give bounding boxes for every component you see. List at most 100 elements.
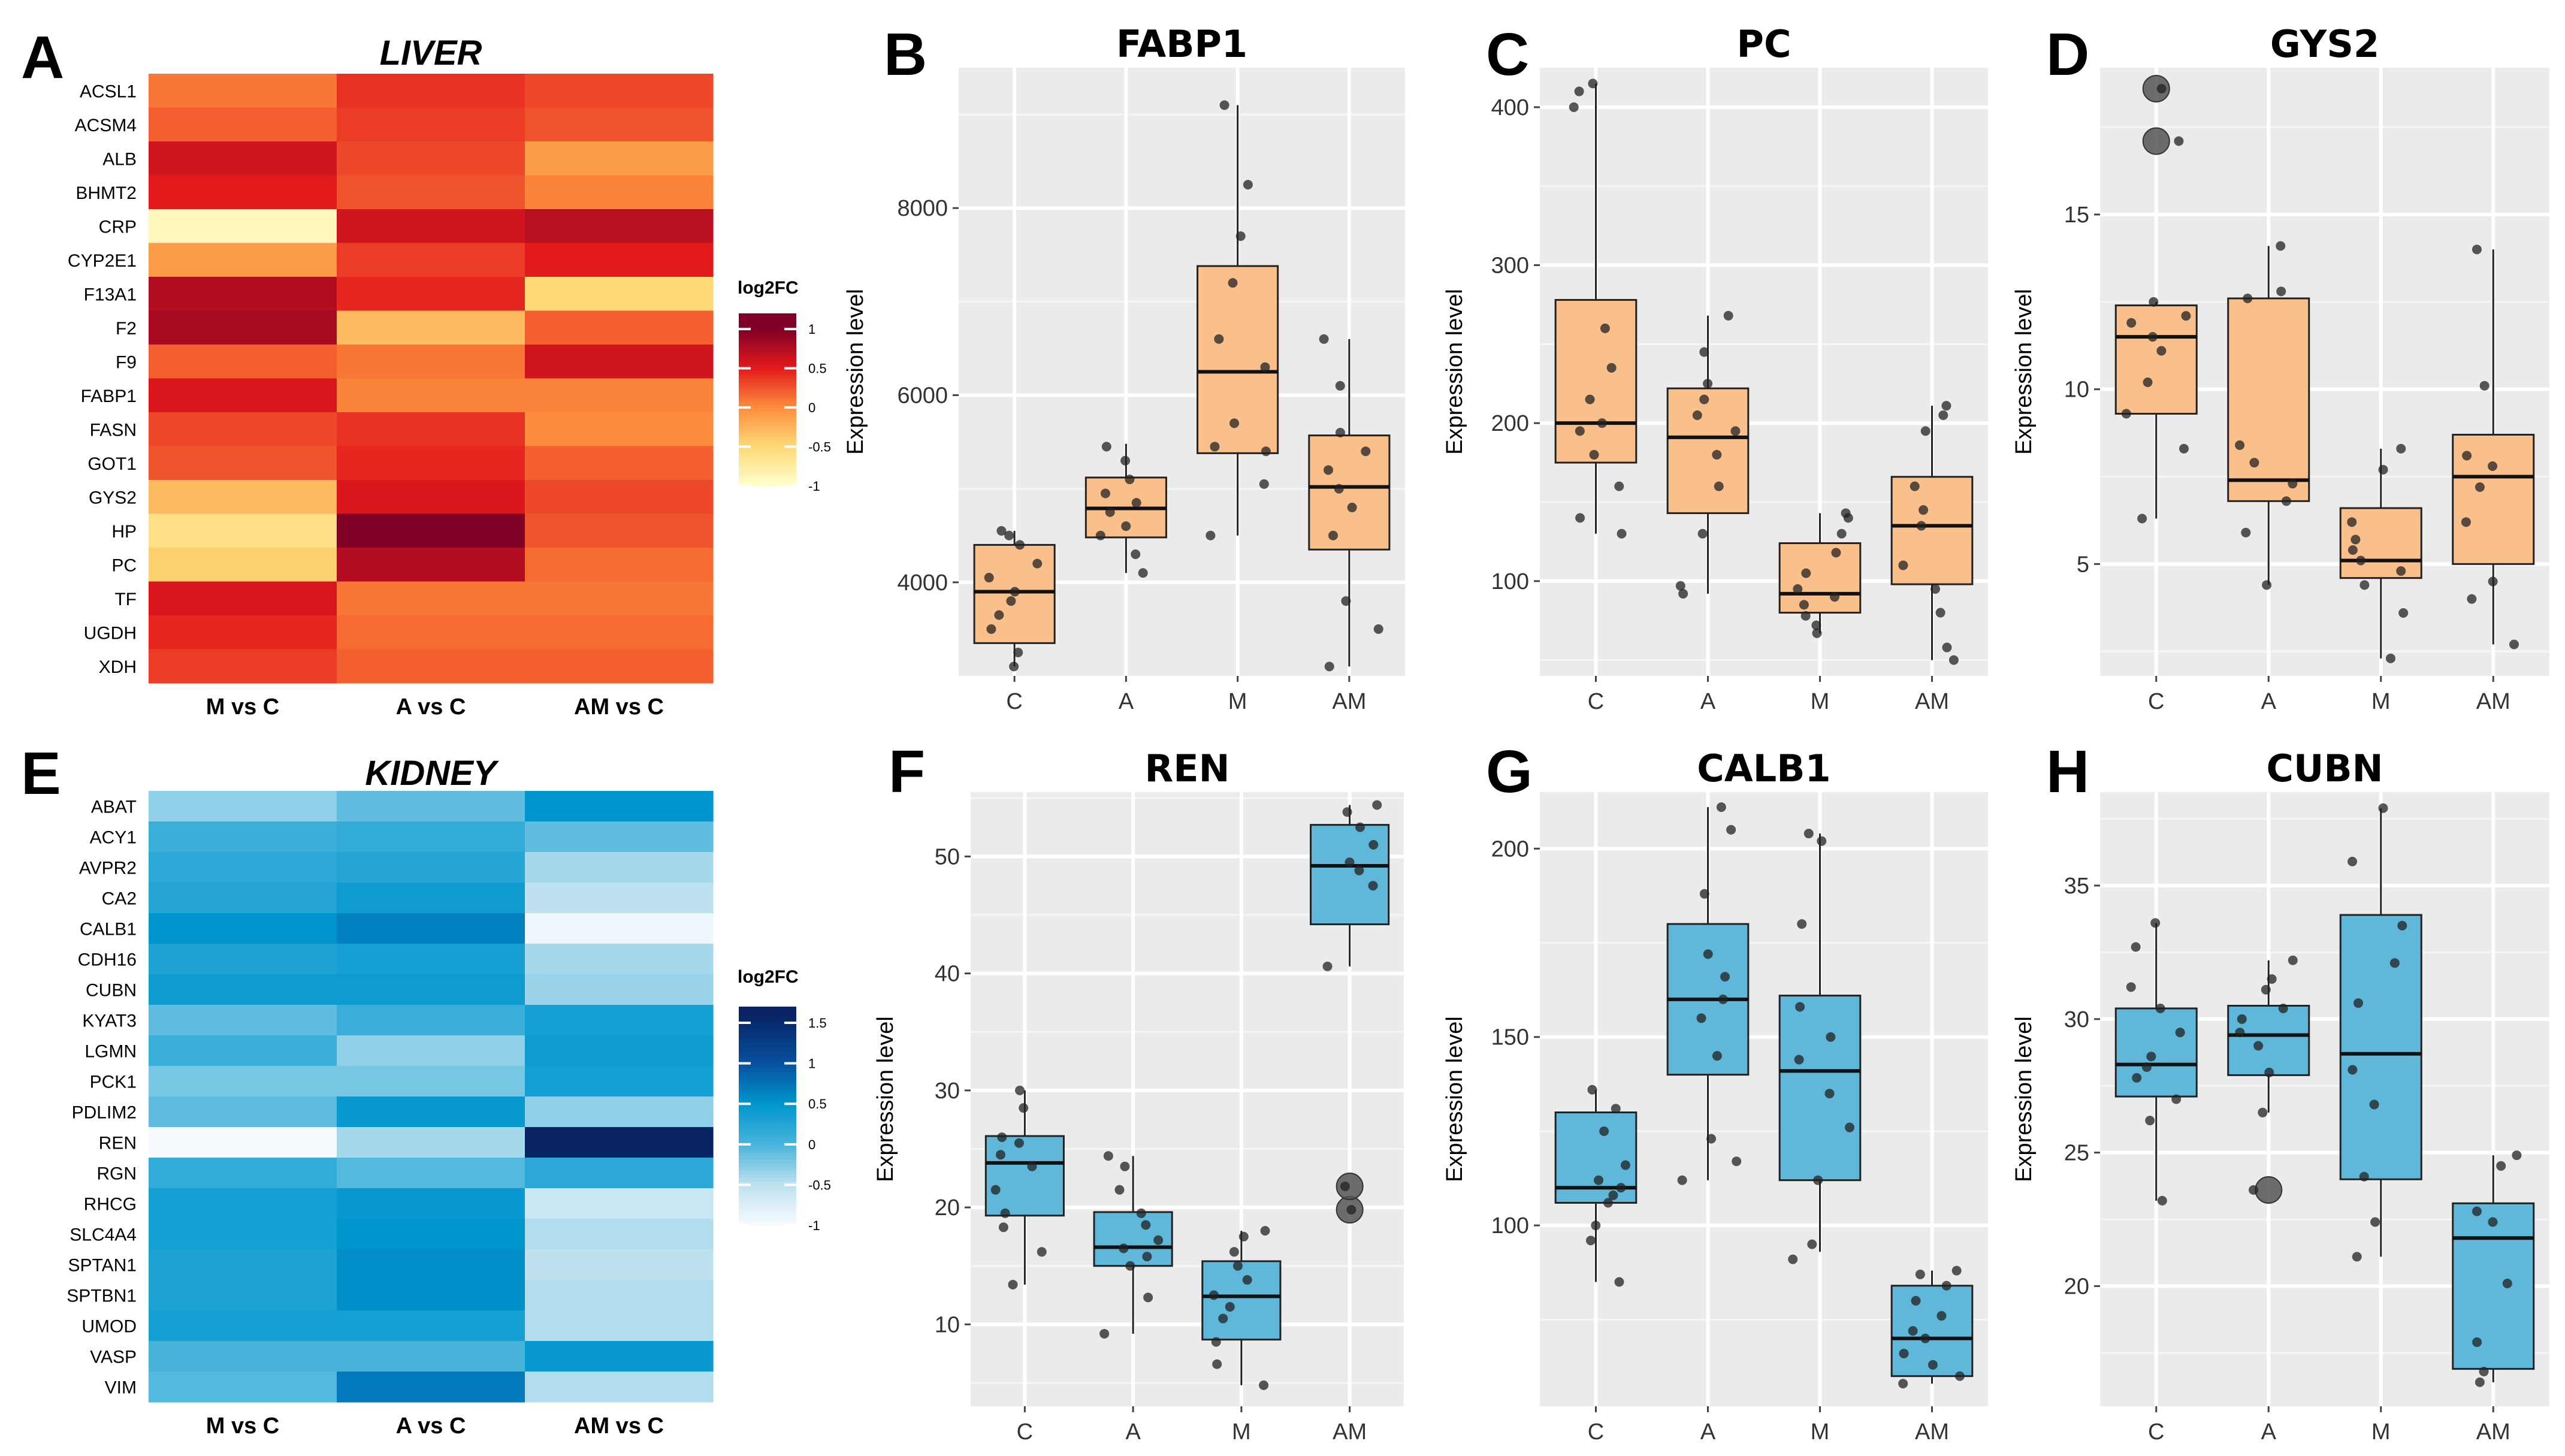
y-tick-label: 400 [1491, 95, 1529, 120]
legend-gradient-step [739, 376, 796, 380]
data-point [1575, 426, 1585, 436]
x-tick-label: M [2371, 689, 2391, 714]
data-point [2235, 440, 2245, 450]
row-label: LGMN [84, 1042, 137, 1062]
data-point [2237, 1014, 2247, 1024]
data-point [1328, 530, 1338, 540]
legend-gradient-step [739, 342, 796, 346]
data-point [1242, 1275, 1252, 1285]
data-point [997, 1132, 1007, 1142]
heatmap-cell [525, 1188, 714, 1219]
x-tick-label: A [2261, 1419, 2277, 1445]
heatmap-cell [337, 974, 525, 1005]
legend-gradient-step [739, 388, 796, 392]
data-point [1142, 1252, 1152, 1262]
box [1308, 434, 1391, 551]
data-point [1603, 1198, 1613, 1208]
data-point [1703, 949, 1713, 959]
data-point [2347, 517, 2357, 527]
legend-gradient-step [739, 408, 796, 412]
column-label: M vs C [206, 1413, 279, 1439]
heatmap-cell [525, 852, 714, 883]
legend-tick-label: -1 [808, 1218, 820, 1233]
data-point [2353, 998, 2364, 1008]
data-point [1594, 1175, 1604, 1185]
data-point [1585, 394, 1595, 404]
data-point [2121, 409, 2131, 419]
data-point [1706, 1134, 1717, 1144]
legend-gradient-step [739, 1105, 796, 1110]
legend-gradient-step [739, 483, 796, 487]
data-point [1120, 1161, 1130, 1171]
heatmap-cell [525, 649, 714, 684]
legend-gradient-step [739, 1025, 796, 1029]
heatmap-cell [337, 175, 525, 210]
heatmap-cell [149, 243, 337, 277]
y-tick-label: 8000 [897, 196, 948, 221]
data-point [1119, 1243, 1129, 1253]
heatmap-cell [525, 1219, 714, 1250]
data-point [2281, 496, 2291, 506]
data-point [2267, 974, 2277, 984]
data-point [1801, 568, 1811, 578]
heatmap-cell [525, 446, 714, 481]
legend-gradient-step [739, 1112, 796, 1117]
data-point [2137, 513, 2147, 524]
plot-title: CALB1 [1697, 747, 1830, 790]
heatmap-cell [337, 581, 525, 616]
legend-gradient-step [739, 434, 796, 438]
data-point [1617, 528, 1627, 539]
legend-gradient-step [739, 469, 796, 472]
data-point [1372, 800, 1382, 810]
data-point [2397, 920, 2407, 931]
data-point [2396, 443, 2406, 454]
legend-tick-label: 0.5 [808, 361, 827, 376]
data-point [1919, 505, 1929, 515]
y-tick-label: 35 [2064, 874, 2089, 899]
x-tick-label: M [1232, 1419, 1251, 1445]
data-point [1105, 507, 1115, 517]
x-tick-label: A [1700, 1419, 1716, 1445]
legend-gradient-step [739, 431, 796, 435]
legend-gradient-step [739, 313, 796, 317]
data-point [1797, 919, 1807, 929]
heatmap-cell [525, 310, 714, 345]
legend-gradient-step [739, 336, 796, 340]
row-label: UMOD [81, 1317, 137, 1337]
data-point [1354, 865, 1364, 875]
data-point [1238, 1231, 1249, 1241]
data-point [1368, 881, 1378, 891]
data-point [1677, 1175, 1687, 1185]
data-point [984, 573, 994, 583]
x-tick-label: M [1811, 1419, 1830, 1445]
data-point [1898, 1379, 1908, 1389]
data-point [1259, 479, 1269, 489]
heatmap-cell [149, 1219, 337, 1250]
data-point [1915, 1269, 1925, 1279]
legend-gradient-step [739, 322, 796, 325]
data-point [998, 1222, 1008, 1233]
heatmap-cell [525, 581, 714, 616]
legend-gradient-step [739, 1138, 796, 1142]
data-point [1589, 449, 1599, 460]
heatmap-cell [149, 1188, 337, 1219]
legend-gradient-step [739, 316, 796, 320]
data-point [1100, 488, 1110, 499]
data-point [1009, 661, 1019, 672]
legend-gradient-step [739, 328, 796, 331]
legend-gradient-step [739, 385, 796, 389]
legend-title: log2FC [738, 278, 799, 298]
legend-gradient-step [739, 1072, 796, 1077]
data-point [1614, 1277, 1624, 1287]
data-point [1209, 1290, 1219, 1300]
outlier-point [2142, 75, 2170, 102]
data-point [1569, 102, 1579, 112]
heatmap-cell [149, 74, 337, 108]
data-point [1606, 363, 1617, 373]
row-label: SLC4A4 [70, 1225, 137, 1245]
legend-gradient-step [739, 357, 796, 360]
data-point [1259, 1380, 1269, 1390]
